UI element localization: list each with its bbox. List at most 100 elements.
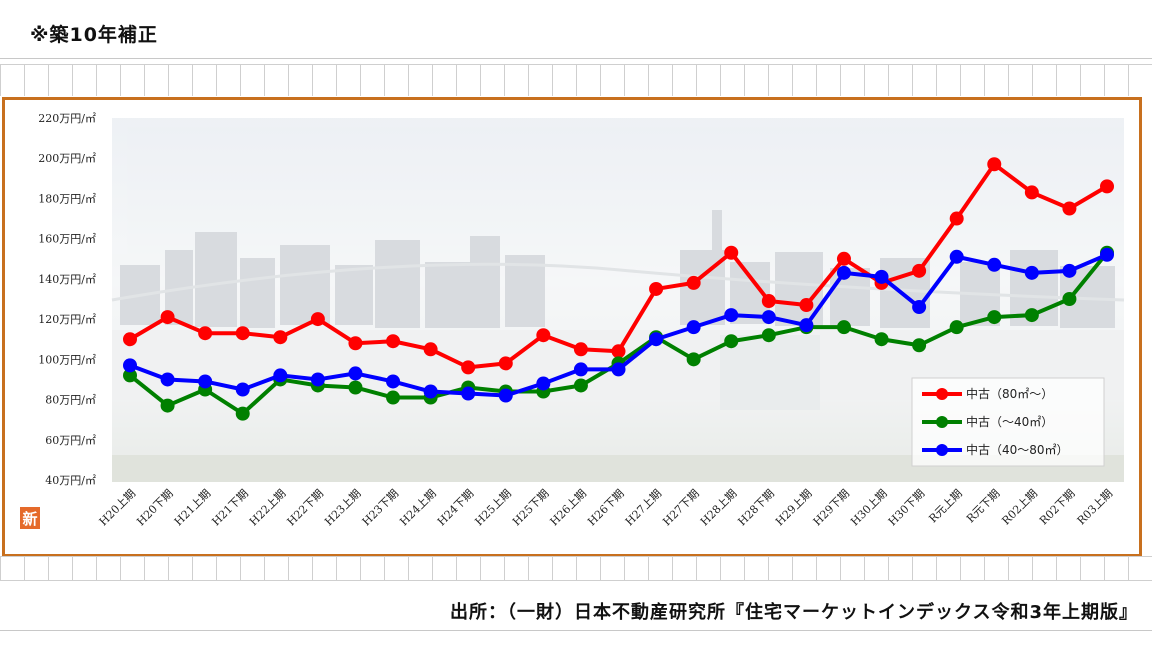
x-tick-label: R元上期 [926, 487, 964, 525]
y-tick-label: 40万円/㎡ [45, 474, 96, 487]
data-point [912, 300, 927, 315]
data-point [611, 362, 626, 377]
data-point [724, 308, 739, 323]
data-point [386, 374, 401, 389]
grid-strip-bottom [0, 556, 1152, 580]
legend-swatch-marker [936, 444, 948, 456]
x-tick-label: R元下期 [964, 487, 1002, 525]
legend-label: 中古（80㎡〜） [966, 386, 1053, 401]
x-tick-label: H28上期 [698, 487, 739, 528]
data-point [987, 157, 1002, 172]
data-point [836, 251, 851, 266]
data-point [724, 245, 739, 260]
data-point [949, 249, 964, 264]
data-point [649, 281, 664, 296]
y-tick-label: 100万円/㎡ [38, 353, 96, 366]
x-tick-label: H21下期 [209, 487, 250, 528]
data-point [799, 298, 814, 313]
x-tick-label: H27上期 [623, 487, 664, 528]
grid-strip-bottom-line [0, 580, 1152, 581]
x-tick-label: H23下期 [360, 487, 401, 528]
data-point [874, 332, 889, 347]
x-tick-label: H29上期 [773, 487, 814, 528]
new-badge: 新 [20, 507, 40, 529]
y-tick-label: 200万円/㎡ [38, 152, 96, 165]
data-point [686, 352, 701, 367]
data-point [235, 406, 250, 421]
data-point [611, 344, 626, 359]
data-point [761, 328, 776, 343]
y-tick-label: 220万円/㎡ [38, 112, 96, 125]
data-point [1062, 263, 1077, 278]
y-tick-label: 60万円/㎡ [45, 434, 96, 447]
x-tick-label: H22下期 [285, 487, 326, 528]
data-point [1024, 308, 1039, 323]
data-point [761, 294, 776, 309]
y-tick-label: 120万円/㎡ [38, 313, 96, 326]
x-tick-label: H30上期 [848, 487, 889, 528]
x-tick-label: R02下期 [1037, 487, 1078, 528]
data-point [310, 312, 325, 327]
data-point [724, 334, 739, 349]
legend-label: 中古（〜40㎡） [966, 414, 1053, 429]
data-point [1024, 265, 1039, 280]
series-group [123, 157, 1114, 421]
x-tick-label: R02上期 [999, 487, 1040, 528]
data-point [949, 320, 964, 335]
new-badge-text: 新 [22, 510, 37, 528]
data-point [273, 368, 288, 383]
x-tick-label: H28下期 [735, 487, 776, 528]
y-tick-label: 160万円/㎡ [38, 233, 96, 246]
legend-swatch-marker [936, 416, 948, 428]
x-tick-label: H26下期 [585, 487, 626, 528]
legend-label: 中古（40〜80㎡） [966, 442, 1069, 457]
data-point [160, 398, 175, 413]
grid-strip-top [0, 64, 1152, 96]
chart-note: ※築10年補正 [30, 24, 158, 46]
data-point [461, 360, 476, 375]
data-point [1062, 201, 1077, 216]
data-point [386, 334, 401, 349]
divider-bottom [0, 630, 1152, 631]
data-point [912, 338, 927, 353]
data-point [461, 386, 476, 401]
data-point [1100, 247, 1114, 262]
data-point [498, 388, 513, 403]
data-point [799, 318, 814, 333]
data-point [836, 320, 851, 335]
x-tick-label: H23上期 [322, 487, 363, 528]
data-point [273, 330, 288, 345]
x-tick-label: H20下期 [134, 487, 175, 528]
data-point [912, 263, 927, 278]
data-point [310, 372, 325, 387]
data-point [649, 332, 664, 347]
data-point [874, 269, 889, 284]
x-tick-label: H21上期 [172, 487, 213, 528]
x-tick-label: H25下期 [510, 487, 551, 528]
data-point [160, 310, 175, 325]
data-point [160, 372, 175, 387]
data-point [987, 257, 1002, 272]
data-point [348, 336, 363, 351]
data-point [761, 310, 776, 325]
data-point [235, 382, 250, 397]
legend-swatch-marker [936, 388, 948, 400]
data-point [686, 275, 701, 290]
data-point [1100, 179, 1114, 194]
data-point [987, 310, 1002, 325]
data-point [386, 390, 401, 405]
x-tick-label: H30下期 [886, 487, 927, 528]
y-tick-label: 140万円/㎡ [38, 273, 96, 286]
x-axis: H20上期H20下期H21上期H21下期H22上期H22下期H23上期H23下期… [97, 487, 1115, 528]
data-point [348, 366, 363, 381]
data-point [198, 374, 213, 389]
data-point [686, 320, 701, 335]
y-tick-label: 80万円/㎡ [45, 394, 96, 407]
x-tick-label: H20上期 [97, 487, 138, 528]
data-point [573, 378, 588, 393]
legend: 中古（80㎡〜） 中古（〜40㎡） 中古（40〜80㎡） [911, 377, 1105, 467]
x-tick-label: H26上期 [548, 487, 589, 528]
x-tick-label: H25上期 [472, 487, 513, 528]
data-point [348, 380, 363, 395]
